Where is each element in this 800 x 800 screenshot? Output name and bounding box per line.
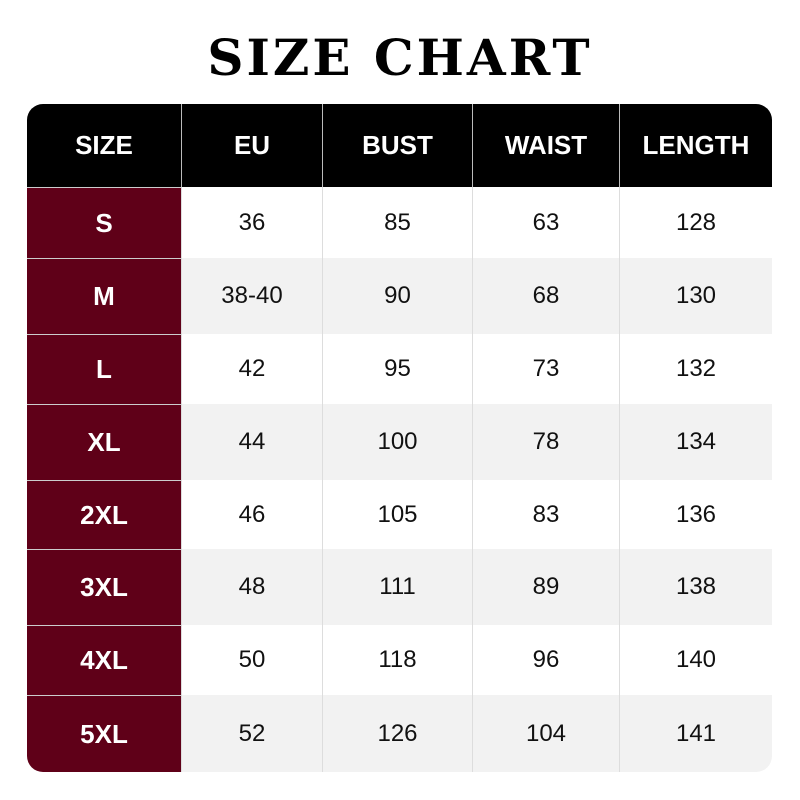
table-cell-waist: 83: [472, 480, 619, 549]
table-cell-bust: 126: [322, 695, 472, 772]
size-chart-table: SIZE EU BUST WAIST LENGTH S 36 85 63 128 M 38-40 90 6…: [27, 104, 772, 772]
column-header-size: SIZE: [27, 104, 181, 187]
table-cell-eu: 46: [181, 480, 322, 549]
page-title: SIZE CHART: [207, 28, 593, 87]
size-label-cell: L: [27, 334, 181, 404]
table-cell-waist: 68: [472, 258, 619, 334]
table-cell-eu: 36: [181, 187, 322, 258]
table-cell-eu: 50: [181, 625, 322, 695]
table-cell-bust: 111: [322, 549, 472, 625]
table-cell-waist: 78: [472, 404, 619, 480]
table-cell-length: 134: [619, 404, 772, 480]
table-cell-eu: 42: [181, 334, 322, 404]
table-cell-bust: 100: [322, 404, 472, 480]
size-label-cell: M: [27, 258, 181, 334]
table-cell-length: 136: [619, 480, 772, 549]
table-cell-eu: 44: [181, 404, 322, 480]
table-cell-bust: 90: [322, 258, 472, 334]
table-cell-eu: 52: [181, 695, 322, 772]
size-label-cell: 4XL: [27, 625, 181, 695]
table-cell-bust: 95: [322, 334, 472, 404]
table-cell-length: 128: [619, 187, 772, 258]
size-label-cell: 2XL: [27, 480, 181, 549]
table-cell-length: 138: [619, 549, 772, 625]
size-label-cell: 5XL: [27, 695, 181, 772]
size-label-cell: 3XL: [27, 549, 181, 625]
table-cell-bust: 118: [322, 625, 472, 695]
table-cell-waist: 73: [472, 334, 619, 404]
table-cell-waist: 63: [472, 187, 619, 258]
table-cell-bust: 85: [322, 187, 472, 258]
column-header-eu: EU: [181, 104, 322, 187]
table-cell-waist: 104: [472, 695, 619, 772]
table-cell-eu: 48: [181, 549, 322, 625]
table-cell-length: 140: [619, 625, 772, 695]
column-header-waist: WAIST: [472, 104, 619, 187]
size-label-cell: S: [27, 187, 181, 258]
table-cell-length: 132: [619, 334, 772, 404]
table-cell-eu: 38-40: [181, 258, 322, 334]
table-cell-length: 130: [619, 258, 772, 334]
column-header-length: LENGTH: [619, 104, 772, 187]
column-header-bust: BUST: [322, 104, 472, 187]
table-cell-length: 141: [619, 695, 772, 772]
table-cell-bust: 105: [322, 480, 472, 549]
table-cell-waist: 89: [472, 549, 619, 625]
size-label-cell: XL: [27, 404, 181, 480]
table-cell-waist: 96: [472, 625, 619, 695]
